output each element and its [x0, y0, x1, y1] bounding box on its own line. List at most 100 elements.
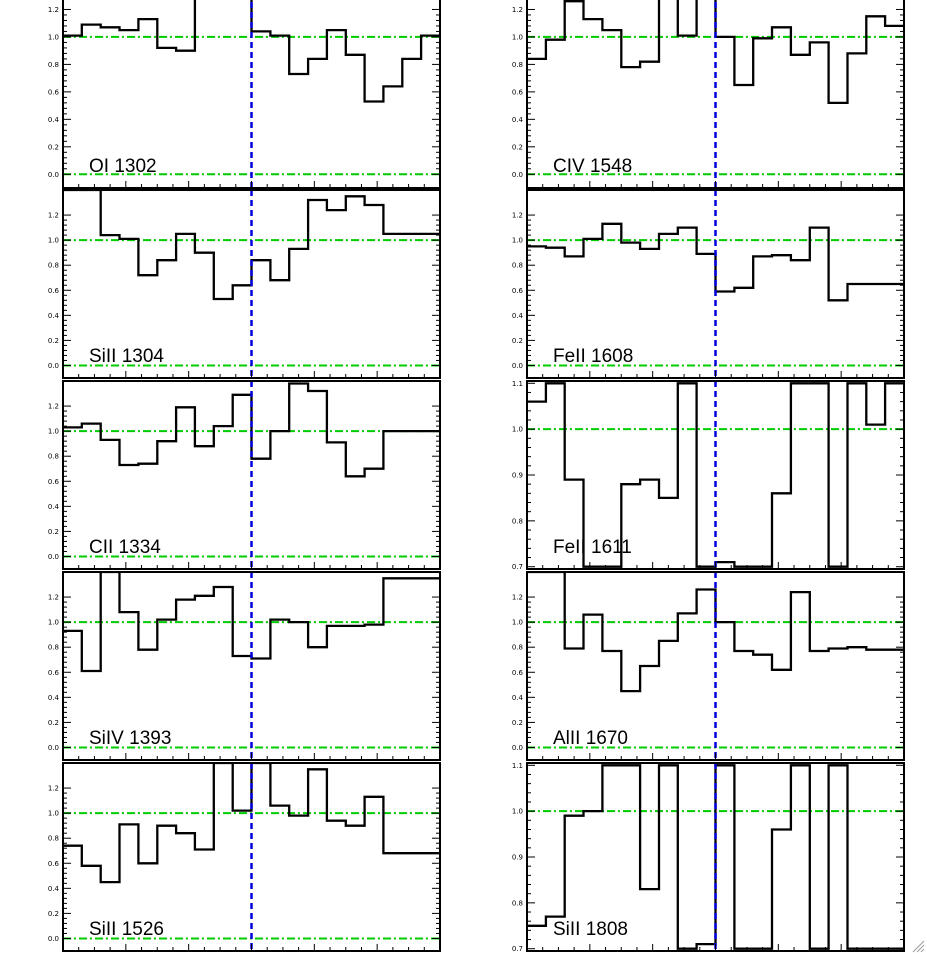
ytick-label: 1.0	[512, 619, 523, 627]
panel-civ-1548: 0.0 0.2 0.4 0.6 0.8 1.0 1.2 CIV 1548	[512, 0, 905, 189]
ytick-label: 0.4	[512, 116, 524, 124]
spectrum-line	[63, 382, 440, 478]
panel-frame	[62, 189, 441, 379]
panel-frame	[526, 571, 905, 761]
panel-label: CII 1334	[89, 537, 161, 558]
panel-label: SiII 1526	[89, 919, 164, 940]
ytick-label: 0.0	[512, 362, 523, 370]
panel-label: FeII 1608	[553, 346, 633, 367]
panel-siii-1808: 0.70.80.91.01.1-600-400-2000200400600SiI…	[512, 762, 905, 953]
ytick-label: 0.2	[512, 719, 523, 727]
ytick-label: 0.2	[48, 143, 59, 151]
ytick-label: 0.0	[48, 171, 59, 179]
panel-label: SiII 1304	[89, 346, 164, 367]
ytick-label: 0.4	[512, 694, 524, 702]
ytick-label: 0.6	[48, 669, 60, 677]
ytick-label: 0.9	[512, 854, 523, 862]
ytick-label: 0.4	[48, 503, 60, 511]
ytick-label: 0.2	[48, 528, 59, 536]
ytick-label: 0.2	[48, 719, 59, 727]
ytick-label: 0.2	[512, 143, 523, 151]
ytick-label: 0.8	[512, 262, 523, 270]
panel-label: SiIV 1393	[89, 728, 171, 749]
panel-feii-1611: 0.7 0.8 0.9 1.0 1.1 FeII 1611	[512, 380, 905, 571]
ytick-label: 1.2	[512, 6, 523, 14]
panel-oi-1302: 0.0 0.2 0.4 0.6 0.8 1.0 1.2 OI 1302	[48, 0, 441, 189]
panel-frame	[526, 189, 905, 379]
panel-label: FeII 1611	[553, 537, 632, 558]
spectrum-line	[527, 764, 904, 950]
panel-siii-1304: 0.0 0.2 0.4 0.6 0.8 1.0 1.2 SiII 1304	[48, 189, 441, 379]
ytick-label: 0.8	[512, 61, 523, 69]
ytick-label: 0.8	[512, 899, 523, 907]
ytick-label: 0.8	[48, 61, 59, 69]
panel-cii-1334: 0.0 0.2 0.4 0.6 0.8 1.0 1.2 CII 1334	[48, 380, 441, 570]
ytick-label: 0.4	[48, 694, 60, 702]
panel-feii-1608: 0.0 0.2 0.4 0.6 0.8 1.0 1.2 FeII 1608	[512, 189, 905, 379]
ytick-label: 1.0	[512, 237, 523, 245]
ytick-label: 1.2	[48, 403, 59, 411]
ytick-label: 1.2	[48, 212, 59, 220]
spectrum-line	[527, 0, 904, 105]
ytick-label: 0.0	[512, 744, 523, 752]
ytick-label: 0.0	[512, 171, 523, 179]
ytick-label: 1.0	[48, 619, 59, 627]
ytick-label: 0.2	[48, 337, 59, 345]
ytick-label: 0.8	[48, 835, 59, 843]
ytick-label: 1.1	[512, 762, 523, 770]
spectrum-line	[63, 572, 440, 673]
ytick-label: 1.2	[48, 594, 59, 602]
ytick-label: 0.2	[512, 337, 523, 345]
panel-siii-1526: 0.00.20.40.60.81.01.2-600-400-2000200400…	[48, 762, 441, 952]
ytick-label: 1.0	[48, 810, 59, 818]
ytick-label: 0.7	[512, 945, 523, 953]
ytick-label: 0.0	[48, 362, 59, 370]
ytick-label: 0.8	[512, 517, 523, 525]
ytick-label: 0.6	[48, 860, 60, 868]
ytick-label: 1.1	[512, 380, 523, 388]
panel-frame	[526, 380, 905, 570]
ytick-label: 0.4	[48, 312, 60, 320]
spectrum-line	[527, 222, 904, 302]
ytick-label: 1.0	[512, 426, 523, 434]
ytick-label: 0.8	[512, 644, 523, 652]
ytick-label: 0.4	[512, 312, 524, 320]
ytick-label: 1.0	[512, 808, 523, 816]
ytick-label: 1.2	[512, 212, 523, 220]
panel-label: CIV 1548	[553, 156, 632, 177]
ytick-label: 1.0	[48, 237, 59, 245]
panel-frame	[526, 0, 905, 189]
ytick-label: 0.6	[48, 478, 60, 486]
ytick-label: 1.0	[512, 33, 523, 41]
ytick-label: 0.0	[48, 935, 59, 943]
resize-grip-icon[interactable]	[911, 939, 925, 953]
ytick-label: 1.0	[48, 428, 59, 436]
panel-alii-1670: 0.0 0.2 0.4 0.6 0.8 1.0 1.2 AlII 1670	[512, 571, 905, 761]
panel-frame	[62, 380, 441, 570]
ytick-label: 0.6	[512, 88, 524, 96]
panel-label: OI 1302	[89, 156, 157, 177]
ytick-label: 1.2	[48, 6, 59, 14]
panel-siiv-1393: 0.0 0.2 0.4 0.6 0.8 1.0 1.2 SiIV 1393	[48, 571, 441, 761]
ytick-label: 0.6	[512, 287, 524, 295]
ytick-label: 0.8	[48, 644, 59, 652]
spectrum-line	[63, 0, 440, 103]
ytick-label: 0.6	[512, 669, 524, 677]
ytick-label: 1.0	[48, 33, 59, 41]
ytick-label: 0.7	[512, 563, 523, 571]
ytick-label: 0.9	[512, 472, 523, 480]
ytick-label: 0.6	[48, 88, 60, 96]
ytick-label: 0.2	[48, 910, 59, 918]
panel-frame	[526, 762, 905, 952]
panel-frame	[62, 0, 441, 189]
ytick-label: 0.8	[48, 262, 59, 270]
ytick-label: 0.8	[48, 453, 59, 461]
panel-label: AlII 1670	[553, 728, 628, 749]
panel-frame	[62, 762, 441, 952]
ytick-label: 0.4	[48, 116, 60, 124]
spectrum-line	[63, 763, 440, 884]
ytick-label: 1.2	[512, 594, 523, 602]
ytick-label: 0.6	[48, 287, 60, 295]
ytick-label: 0.0	[48, 744, 59, 752]
